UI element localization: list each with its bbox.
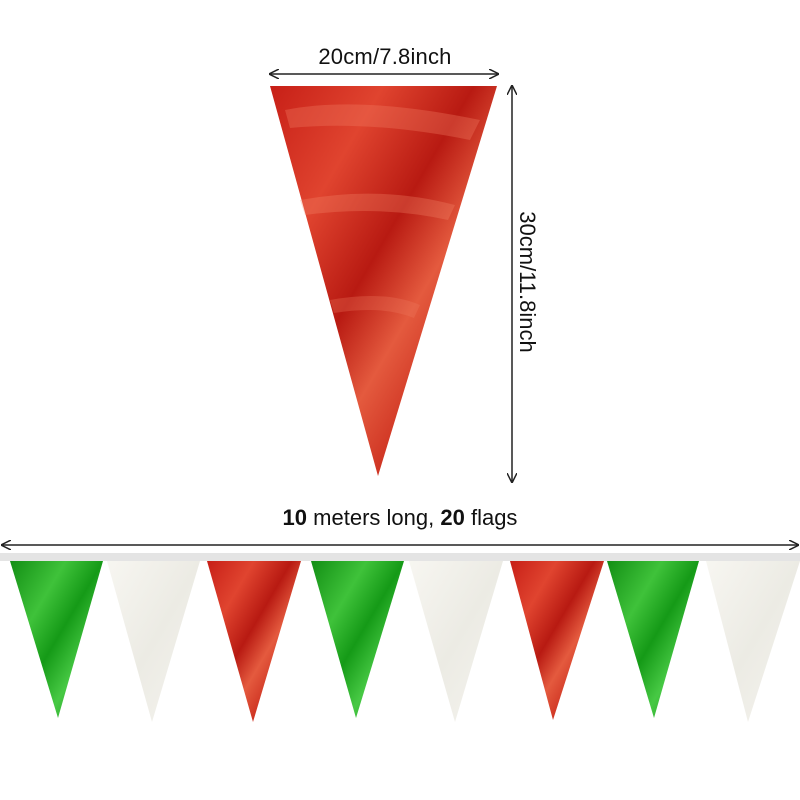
length-text: meters long, xyxy=(313,505,435,530)
banner-flag-green xyxy=(311,561,404,718)
banner-flag-white xyxy=(409,561,503,722)
pennant-sheen xyxy=(285,104,480,140)
banner-string xyxy=(0,553,800,561)
flag-text: flags xyxy=(470,505,518,530)
width-label: 20cm/7.8inch xyxy=(318,44,452,69)
large-red-pennant xyxy=(270,86,497,476)
height-label: 30cm/11.8inch xyxy=(515,211,540,353)
pennant-sheen xyxy=(330,296,420,318)
pennant-sheen xyxy=(300,193,455,220)
banner-flag-red xyxy=(207,561,301,722)
banner-flag-green xyxy=(10,561,103,718)
banner-flag-white xyxy=(107,561,200,722)
flag-count: 20 xyxy=(440,505,465,530)
length-number: 10 xyxy=(282,505,308,530)
banner-flag-green xyxy=(607,561,699,718)
banner-length-label: 10 meters long, 20 flags xyxy=(0,505,800,531)
banner-flag-red xyxy=(510,561,604,720)
banner-flag-white xyxy=(706,561,800,722)
